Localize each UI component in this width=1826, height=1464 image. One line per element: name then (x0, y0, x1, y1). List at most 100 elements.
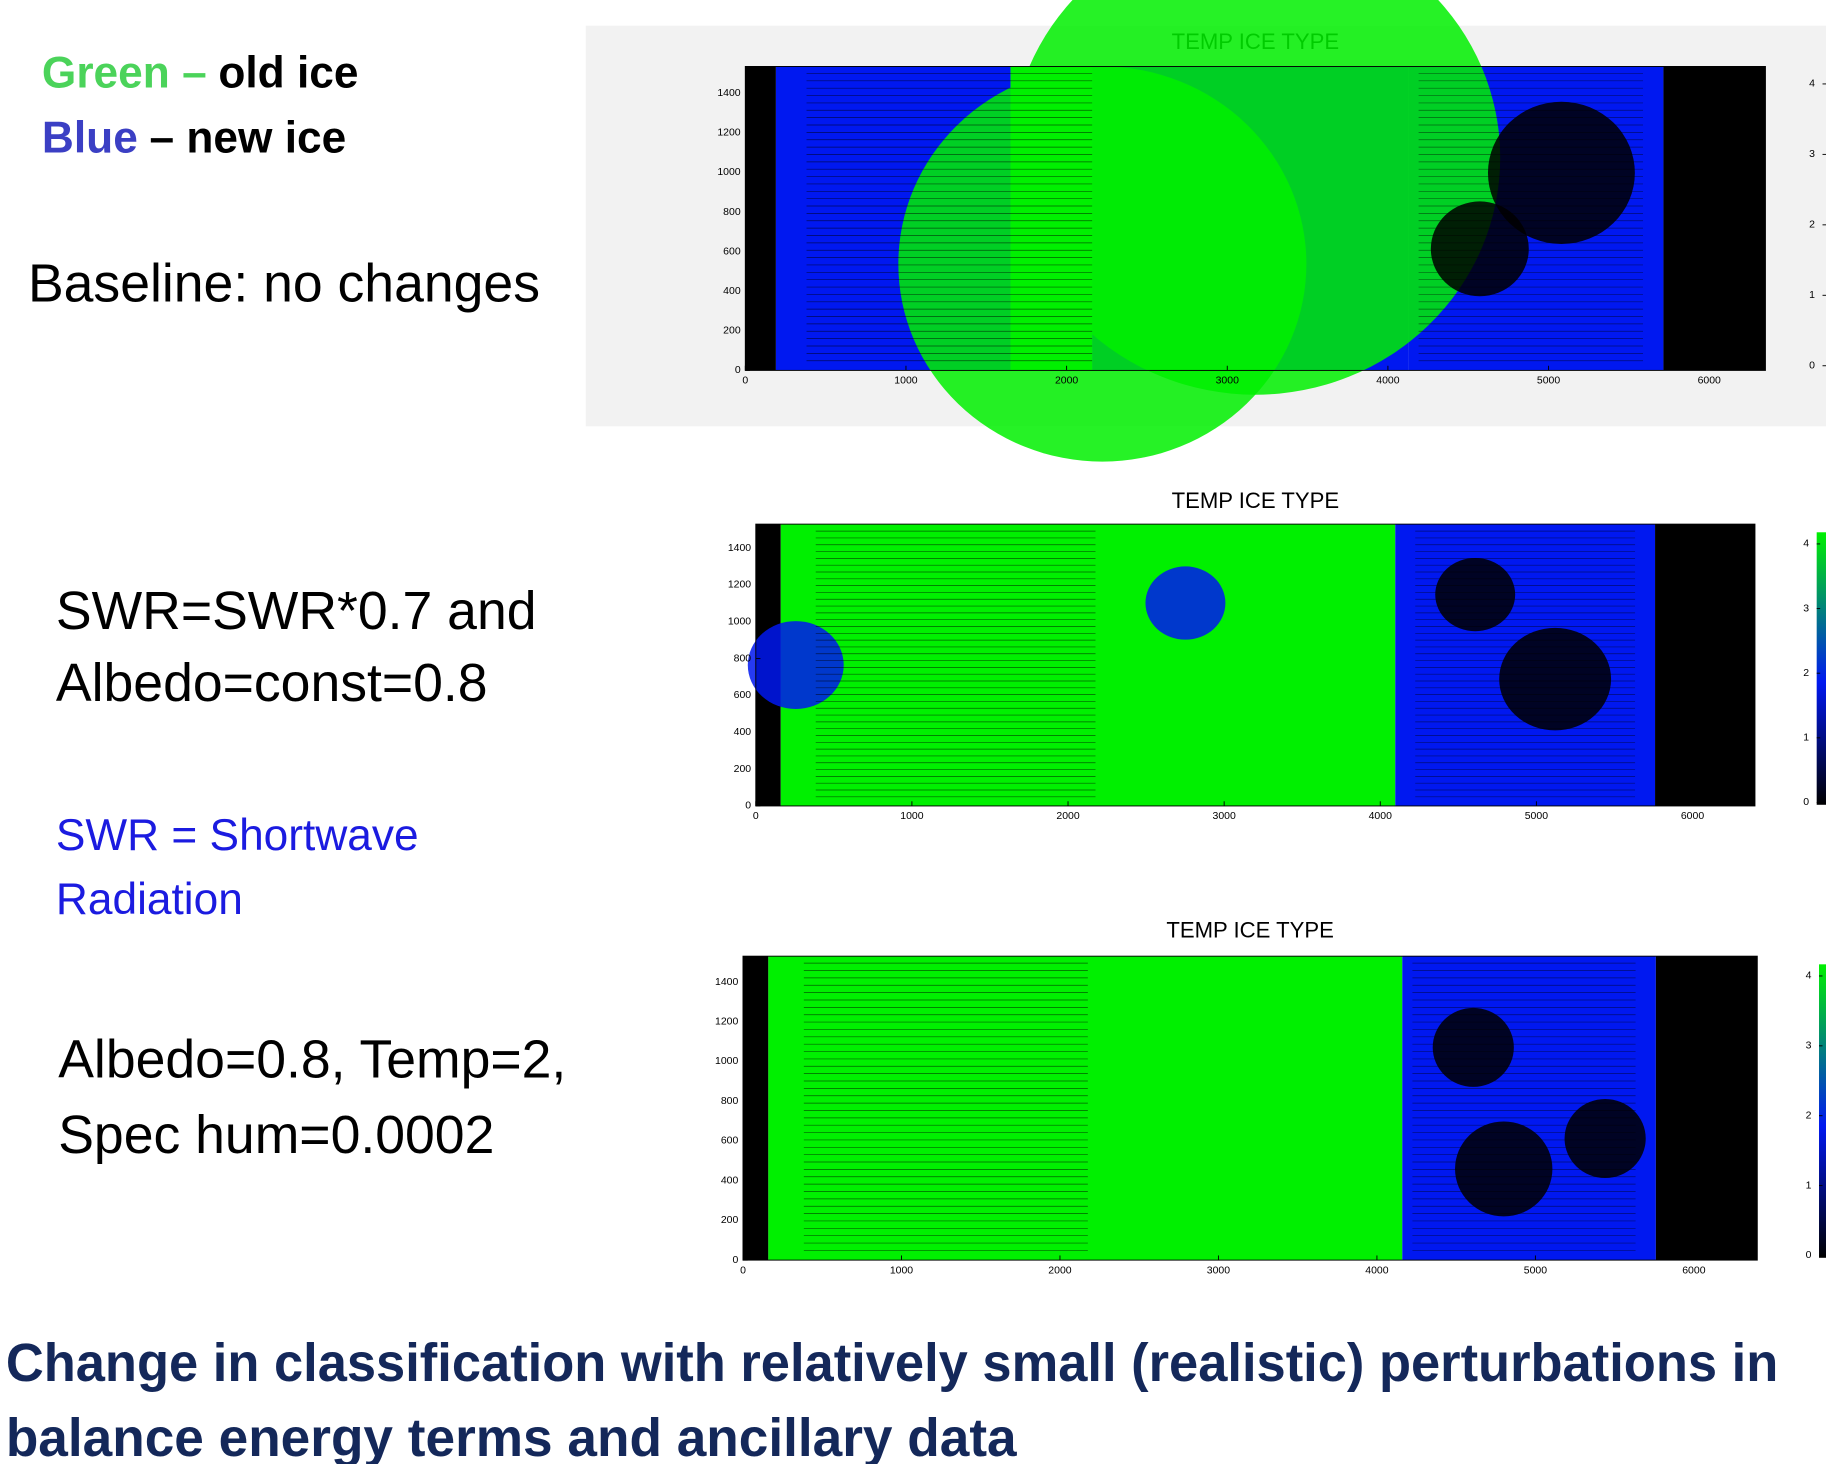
conclusion: Change in classification with relatively… (6, 1334, 1778, 1393)
colorbar (1816, 532, 1826, 805)
y-tick-label: 600 (723, 246, 741, 257)
caption: Spec hum=0.0002 (58, 1106, 494, 1165)
y-tick-label: 200 (734, 764, 752, 775)
colorbar-label: 2 (1809, 220, 1815, 231)
y-tick-label: 800 (723, 207, 741, 218)
colorbar-label: 3 (1809, 149, 1815, 160)
y-tick-label: 1400 (715, 977, 738, 988)
y-tick-label: 1000 (728, 617, 751, 628)
map-patch (1455, 1121, 1553, 1217)
x-tick-label: 1000 (894, 376, 917, 387)
note: SWR = Shortwave (56, 811, 419, 860)
map-patch (1145, 566, 1226, 640)
colorbar-label: 1 (1809, 290, 1815, 301)
x-tick-label: 3000 (1207, 1265, 1230, 1276)
colorbar-label: 0 (1806, 1250, 1812, 1261)
plot-frame (755, 523, 1756, 807)
colorbar-label: 4 (1806, 971, 1812, 982)
map-region (780, 524, 1396, 806)
plot-frame (744, 65, 1766, 371)
map-region (1663, 66, 1766, 371)
map-patch (1432, 1007, 1514, 1087)
panels: TEMP ICE TYPE010002000300040005000600002… (585, 0, 1826, 1276)
legend-green: Green – old ice (42, 48, 359, 97)
colorbar-label: 0 (1809, 361, 1815, 372)
conclusion: balance energy terms and ancillary data (6, 1409, 1018, 1464)
colorbar-label: 0 (1803, 797, 1809, 808)
plot-frame (742, 955, 1758, 1261)
map-patch (1010, 0, 1501, 395)
x-tick-label: 3000 (1216, 376, 1239, 387)
colorbar-label: 2 (1806, 1110, 1812, 1121)
y-tick-label: 400 (723, 286, 741, 297)
y-tick-label: 800 (734, 653, 752, 664)
colorbar-label: 1 (1803, 733, 1809, 744)
y-tick-label: 1200 (728, 580, 751, 591)
y-tick-label: 1200 (715, 1016, 738, 1027)
y-tick-label: 600 (721, 1136, 739, 1147)
map-patch (1564, 1099, 1646, 1179)
caption: Albedo=const=0.8 (56, 654, 488, 713)
colorbar (1819, 964, 1826, 1258)
y-tick-label: 0 (732, 1255, 738, 1266)
y-tick-label: 800 (721, 1096, 739, 1107)
x-tick-label: 4000 (1365, 1265, 1388, 1276)
caption: SWR=SWR*0.7 and (56, 582, 537, 641)
x-tick-label: 1000 (890, 1265, 913, 1276)
y-tick-label: 1000 (715, 1056, 738, 1067)
x-tick-label: 6000 (1681, 811, 1704, 822)
legend-blue: Blue – new ice (42, 114, 346, 163)
y-tick-label: 1200 (717, 128, 740, 139)
x-tick-label: 3000 (1213, 811, 1236, 822)
colorbar-label: 1 (1806, 1180, 1812, 1191)
panel-title: TEMP ICE TYPE (1172, 488, 1340, 513)
legend-green-text: old ice (218, 48, 358, 97)
y-tick-label: 1000 (717, 167, 740, 178)
y-tick-label: 200 (721, 1215, 739, 1226)
caption: Baseline: no changes (28, 255, 540, 314)
x-tick-label: 2000 (1048, 1265, 1071, 1276)
colorbar-label: 3 (1806, 1041, 1812, 1052)
x-tick-label: 4000 (1376, 376, 1399, 387)
y-tick-label: 400 (734, 727, 752, 738)
map-region (1655, 524, 1755, 806)
note: Radiation (56, 875, 243, 924)
map-region (745, 66, 776, 371)
legend-blue-label: Blue (42, 114, 138, 163)
x-tick-label: 2000 (1055, 376, 1078, 387)
x-tick-label: 2000 (1056, 811, 1079, 822)
x-tick-label: 0 (742, 376, 748, 387)
y-tick-label: 200 (723, 326, 741, 337)
map-patch (1487, 101, 1635, 244)
map-region (1655, 956, 1758, 1261)
colorbar-label: 3 (1803, 603, 1809, 614)
colorbar-label: 4 (1803, 539, 1809, 550)
colorbar-label: 2 (1803, 668, 1809, 679)
map-region (742, 956, 769, 1261)
x-tick-label: 0 (753, 811, 759, 822)
y-tick-label: 0 (735, 365, 741, 376)
y-tick-label: 600 (734, 690, 752, 701)
x-tick-label: 6000 (1698, 376, 1721, 387)
x-tick-label: 4000 (1369, 811, 1392, 822)
caption: Albedo=0.8, Temp=2, (58, 1030, 566, 1089)
x-tick-label: 5000 (1537, 376, 1560, 387)
y-tick-label: 1400 (717, 88, 740, 99)
map-patch (1435, 557, 1516, 632)
x-tick-label: 0 (740, 1265, 746, 1276)
x-tick-label: 5000 (1525, 811, 1548, 822)
x-tick-label: 5000 (1524, 1265, 1547, 1276)
legend-blue-text: – new ice (149, 114, 346, 163)
y-tick-label: 1400 (728, 543, 751, 554)
map-patch (747, 621, 844, 710)
colorbar-label: 4 (1809, 79, 1815, 90)
y-tick-label: 400 (721, 1175, 739, 1186)
panel-title: TEMP ICE TYPE (1166, 918, 1334, 943)
legend-green-label: Green – (42, 48, 207, 97)
map-region (768, 956, 1403, 1261)
x-tick-label: 1000 (900, 811, 923, 822)
x-tick-label: 6000 (1682, 1265, 1705, 1276)
y-tick-label: 0 (745, 801, 751, 812)
